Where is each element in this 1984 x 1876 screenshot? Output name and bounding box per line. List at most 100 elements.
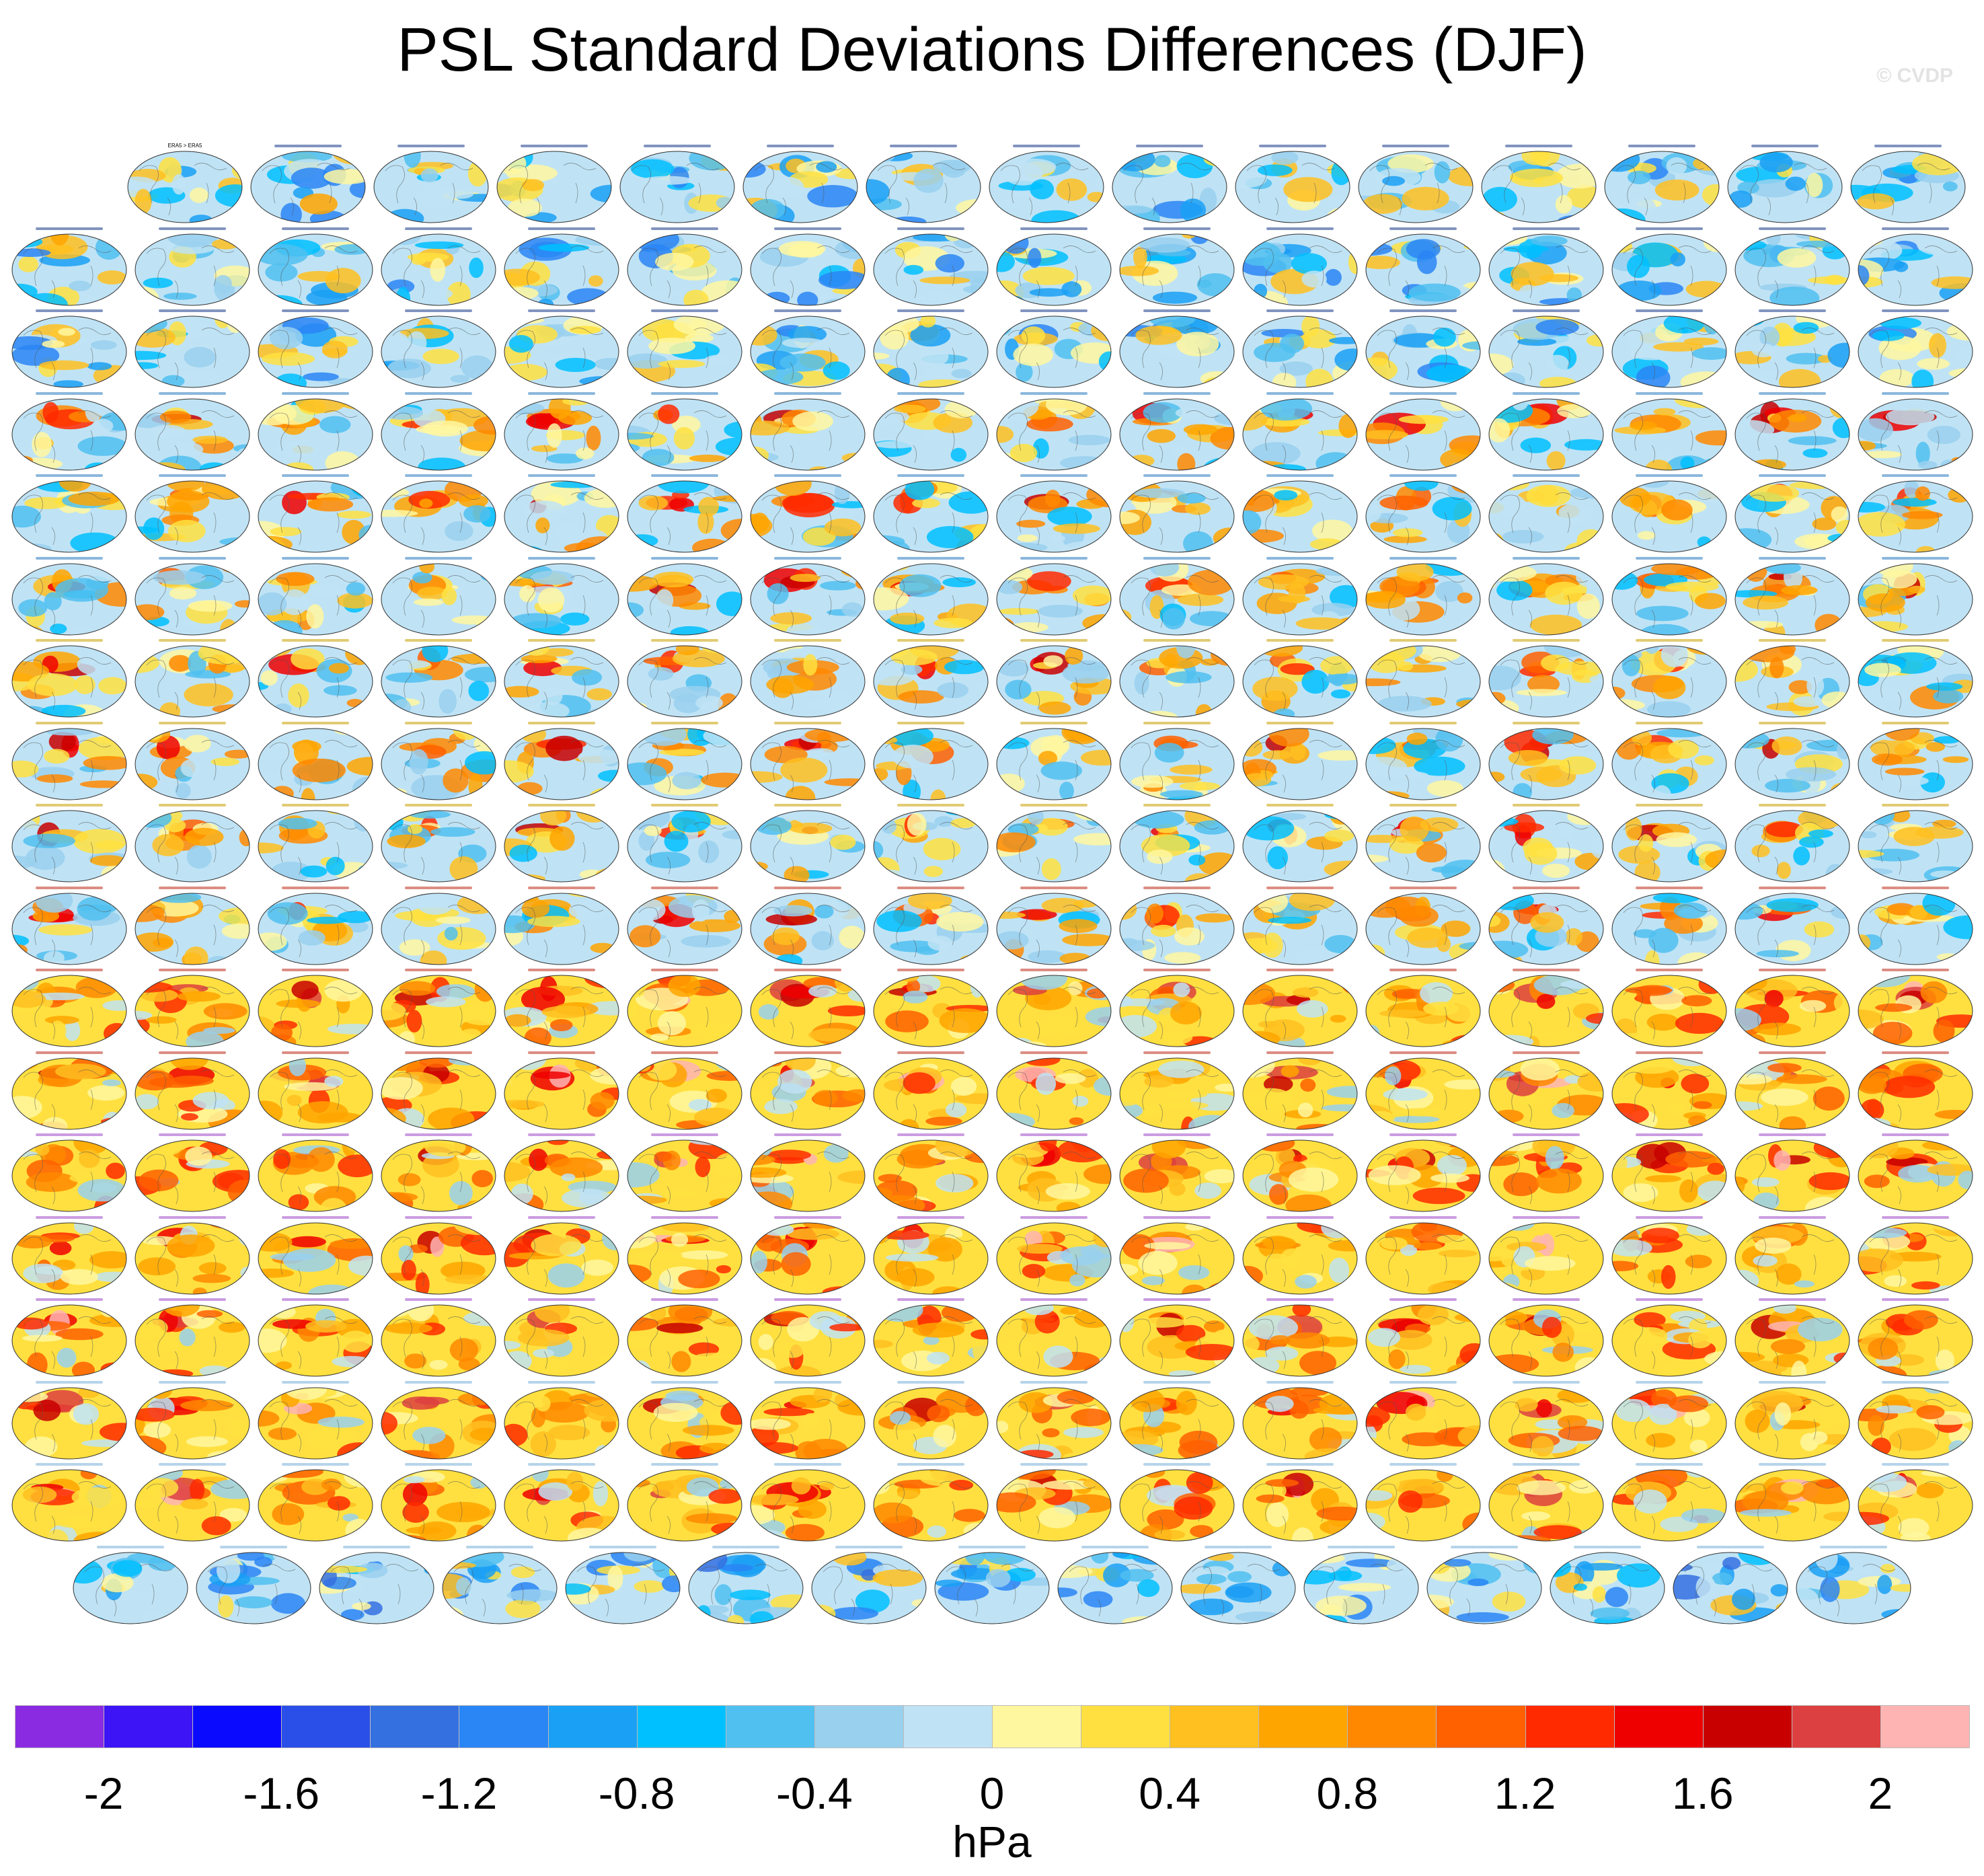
- world-map-icon: [1481, 151, 1597, 223]
- map-panel: [381, 390, 496, 472]
- world-map-icon: [1858, 480, 1973, 553]
- map-panel: [381, 472, 496, 554]
- world-map-icon: [504, 1139, 619, 1212]
- panel-label-mark: [651, 721, 718, 724]
- world-map-icon: [1365, 1387, 1481, 1459]
- map-panel: [627, 720, 742, 802]
- panel-label-mark: [405, 1051, 472, 1054]
- world-map-icon: [989, 151, 1104, 223]
- panel-label-mark: [36, 474, 103, 477]
- map-panel: [135, 967, 250, 1049]
- panel-label-mark: [282, 309, 349, 312]
- map-panel: [1858, 555, 1973, 637]
- map-panel: [1119, 1049, 1235, 1131]
- map-panel: [1235, 143, 1350, 225]
- world-map-icon: [873, 398, 989, 470]
- map-panel: [996, 802, 1112, 884]
- map-panel: [504, 637, 619, 719]
- map-panel: [1734, 225, 1850, 307]
- panel-label-mark: [774, 556, 841, 560]
- panel-label-mark: [651, 639, 718, 642]
- panel-label-mark: [528, 227, 595, 230]
- map-panel: [811, 1544, 927, 1626]
- map-panel: [750, 1379, 866, 1461]
- map-panel: [1611, 307, 1727, 389]
- map-panel: [1488, 967, 1604, 1049]
- colorbar-box: [547, 1705, 638, 1748]
- map-panel: [135, 307, 250, 389]
- world-map-icon: [73, 1552, 188, 1624]
- map-panel: [1242, 472, 1358, 554]
- map-panel: [1481, 143, 1597, 225]
- map-panel: [1365, 1131, 1481, 1213]
- panel-label-mark: [897, 1133, 964, 1136]
- world-map-icon: [996, 1057, 1112, 1129]
- panel-label-mark: [651, 1051, 718, 1054]
- world-map-icon: [627, 893, 742, 965]
- map-panel: [1488, 1049, 1604, 1131]
- map-panel: [750, 307, 866, 389]
- panel-label-mark: [528, 309, 595, 312]
- world-map-icon: [258, 563, 373, 635]
- world-map-icon: [1242, 1139, 1358, 1212]
- map-panel: [996, 1131, 1112, 1213]
- map-panel: [1119, 1296, 1235, 1378]
- world-map-icon: [1119, 728, 1235, 800]
- panel-label-mark: [1389, 969, 1457, 971]
- colorbar-box: [15, 1705, 105, 1748]
- world-map-icon: [504, 728, 619, 800]
- map-panel: [11, 1214, 127, 1296]
- panel-label-mark: [1882, 309, 1949, 312]
- map-panel: [1734, 1214, 1850, 1296]
- world-map-icon: [135, 1139, 250, 1212]
- panel-label-mark: [1513, 309, 1580, 312]
- world-map-icon: [750, 645, 866, 718]
- panel-label-mark: [1636, 391, 1703, 395]
- map-panel: [258, 637, 373, 719]
- panel-label-mark: [220, 1545, 287, 1548]
- world-map-icon: [11, 893, 127, 965]
- map-panel: [742, 143, 858, 225]
- world-map-icon: [750, 975, 866, 1047]
- map-panel: [873, 390, 989, 472]
- map-panel: [250, 143, 366, 225]
- world-map-icon: [1734, 563, 1850, 635]
- panel-label-mark: [897, 1215, 964, 1219]
- panel-label-mark: [397, 145, 465, 147]
- map-panel: [627, 472, 742, 554]
- panel-label-mark: [651, 227, 718, 230]
- panel-label-mark: [1513, 886, 1580, 889]
- map-panel: [1734, 1296, 1850, 1378]
- map-panel: [1365, 637, 1481, 719]
- world-map-icon: [1488, 645, 1604, 718]
- panel-label-mark: [651, 309, 718, 312]
- map-panel: [135, 1131, 250, 1213]
- world-map-icon: [996, 1304, 1112, 1377]
- map-panel: [1119, 307, 1235, 389]
- map-panel: [504, 1379, 619, 1461]
- map-panel: [1611, 967, 1727, 1049]
- panel-label-mark: [774, 1133, 841, 1136]
- map-panel: [1673, 1544, 1788, 1626]
- map-panel: [1488, 555, 1604, 637]
- map-panel: [1550, 1544, 1665, 1626]
- world-map-icon: [1119, 1057, 1235, 1129]
- colorbar-tick-label: 0.8: [1316, 1768, 1379, 1818]
- world-map-icon: [258, 1139, 373, 1212]
- world-map-icon: [1242, 1304, 1358, 1377]
- panel-label-mark: [405, 721, 472, 724]
- world-map-icon: [750, 315, 866, 388]
- panel-label-mark: [1389, 1133, 1457, 1136]
- panel-label-mark: [1266, 886, 1334, 889]
- map-panel: [627, 1214, 742, 1296]
- world-map-icon: [1119, 1469, 1235, 1542]
- colorbar-box: [104, 1705, 194, 1748]
- world-map-icon: [1858, 1139, 1973, 1212]
- panel-label-mark: [159, 886, 226, 889]
- panel-label-mark: [651, 804, 718, 806]
- panel-label-mark: [282, 227, 349, 230]
- panel-label-mark: [1143, 556, 1211, 560]
- panel-label-mark: [1143, 391, 1211, 395]
- map-panel: [1734, 720, 1850, 802]
- world-map-icon: [504, 893, 619, 965]
